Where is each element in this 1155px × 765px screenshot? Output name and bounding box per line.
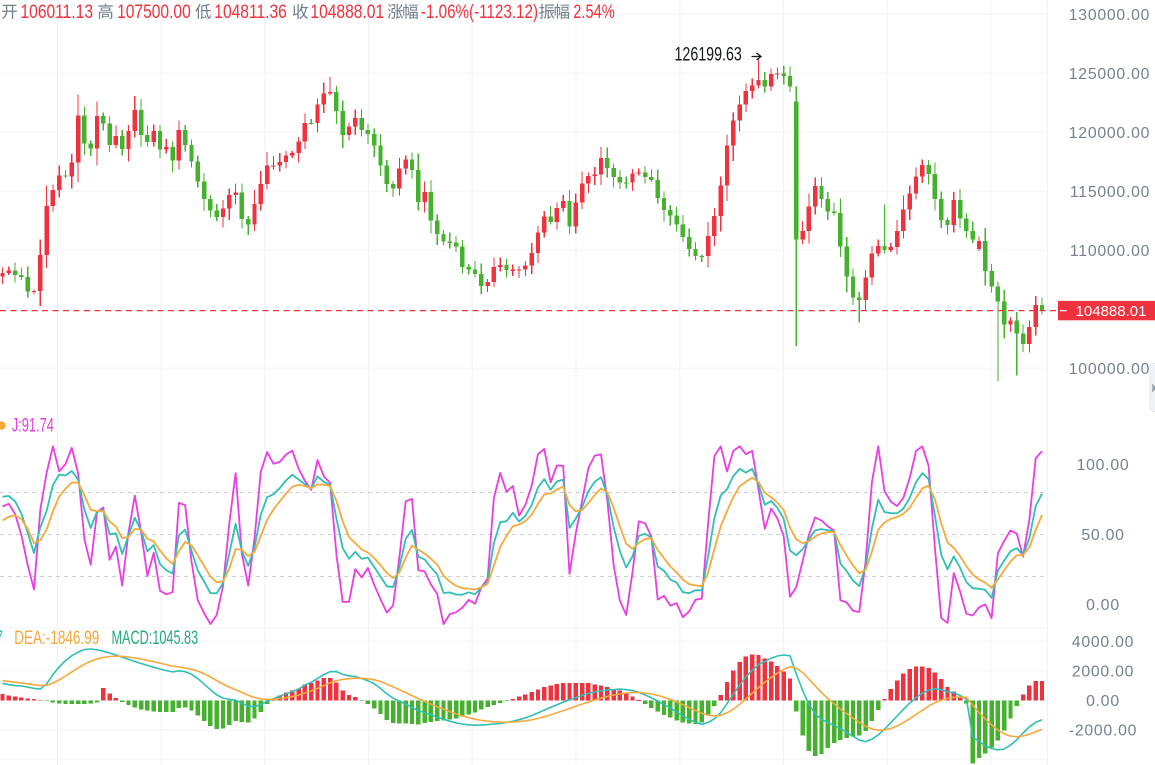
svg-text:104888.01: 104888.01 — [310, 0, 384, 22]
svg-text:-2000.00: -2000.00 — [1069, 722, 1137, 739]
svg-text:104811.36: 104811.36 — [214, 0, 287, 22]
svg-text:125000.00: 125000.00 — [1069, 66, 1150, 83]
svg-text:J:91.74: J:91.74 — [12, 414, 54, 436]
svg-text:0.00: 0.00 — [1086, 693, 1120, 710]
svg-text:DEA:-1846.99: DEA:-1846.99 — [14, 626, 99, 648]
svg-text:120000.00: 120000.00 — [1069, 125, 1150, 142]
svg-text:7: 7 — [0, 626, 3, 648]
svg-text:115000.00: 115000.00 — [1070, 184, 1150, 201]
svg-text:0.00: 0.00 — [1086, 597, 1120, 614]
svg-text:100000.00: 100000.00 — [1069, 361, 1150, 378]
svg-text:100.00: 100.00 — [1077, 457, 1130, 474]
svg-text:130000.00: 130000.00 — [1069, 7, 1150, 24]
svg-text:-1.06%(-1123.12): -1.06%(-1123.12) — [421, 0, 538, 22]
svg-text:104888.01: 104888.01 — [1076, 303, 1147, 320]
svg-text:107500.00: 107500.00 — [117, 0, 191, 22]
svg-text:2.54%: 2.54% — [573, 0, 614, 23]
svg-text:106011.13: 106011.13 — [21, 0, 94, 22]
svg-text:2000.00: 2000.00 — [1072, 663, 1134, 680]
svg-text:50.00: 50.00 — [1081, 527, 1124, 544]
svg-text:126199.63: 126199.63 — [675, 43, 742, 64]
svg-text:MACD:1045.83: MACD:1045.83 — [112, 627, 199, 648]
svg-text:110000.00: 110000.00 — [1070, 243, 1150, 260]
svg-text:4000.00: 4000.00 — [1072, 634, 1134, 651]
